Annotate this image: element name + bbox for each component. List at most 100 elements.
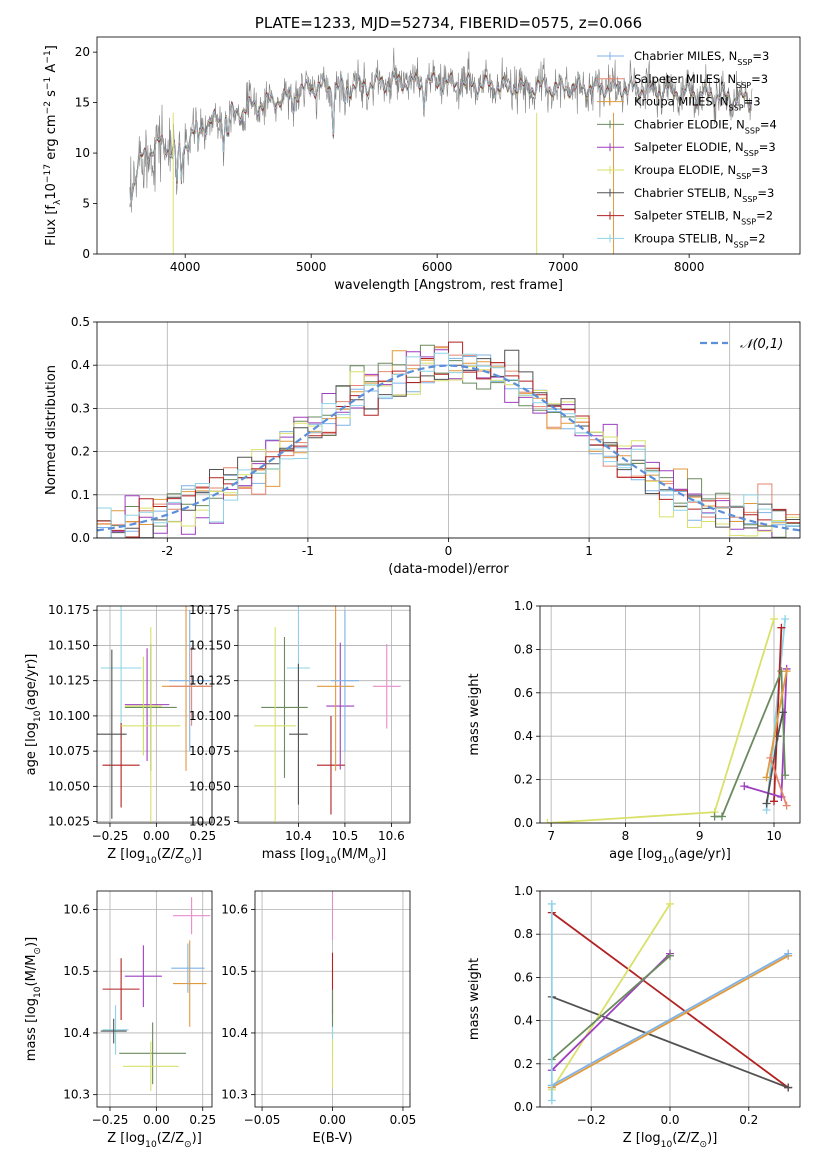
y-tick-label: 0.4 [71, 358, 90, 372]
histogram-5 [97, 362, 800, 538]
x-tick-label: 10.5 [332, 829, 359, 843]
y-tick-label: 0.2 [514, 773, 533, 787]
y-tick-label: 10.4 [63, 1026, 90, 1040]
series-marker [770, 797, 778, 806]
legend-label: Salpeter MILES, NSSP=3 [634, 72, 768, 90]
y-tick-label: 0.0 [514, 1100, 533, 1114]
series-line-5 [551, 955, 789, 1089]
legend: Chabrier MILES, NSSP=3 Salpeter MILES, NS… [597, 49, 777, 249]
errorbar-point-2 [100, 1018, 127, 1044]
series-marker [543, 819, 552, 823]
x-tick-label: 0.25 [189, 1113, 216, 1127]
x-tick-label: 9 [696, 829, 704, 843]
errorbar-point-1 [102, 722, 140, 808]
y-tick-label: 20 [75, 45, 90, 59]
series-marker [782, 667, 791, 676]
chart-mass-vs-z: −0.25 0.00 0.25 10.3 10.4 10.5 10.6 Z [log10(Z/… [24, 890, 216, 1150]
x-tick-label: 1 [585, 544, 593, 558]
y-tick-label: 10.150 [189, 638, 231, 652]
x-tick-label: -1 [302, 544, 314, 558]
y-tick-label: 10.6 [63, 903, 90, 917]
errorbar-point-9 [124, 656, 162, 756]
y-tick-label: 10.4 [221, 1026, 248, 1040]
x-tick-label: 4000 [170, 260, 201, 274]
errorbar-point-8 [169, 646, 212, 726]
y-tick-label: 10.125 [48, 674, 90, 688]
y-tick-label: 10.5 [221, 964, 248, 978]
errorbar-point-6 [173, 940, 207, 1027]
errorbar-point-3 [124, 648, 170, 761]
x-axis-label: wavelength [Angstrom, rest frame] [334, 278, 563, 293]
series-marker [781, 771, 790, 780]
x-tick-label: 0.0 [660, 1113, 679, 1127]
y-tick-label: 10.150 [48, 638, 90, 652]
x-tick-label: 0.2 [739, 1113, 758, 1127]
y-tick-label: 0.2 [71, 445, 90, 459]
x-tick-label: 10.6 [378, 829, 405, 843]
series-marker [781, 615, 790, 624]
x-tick-label: −0.2 [577, 1113, 606, 1127]
y-tick-label: 0 [82, 247, 90, 261]
y-tick-label: 10.100 [48, 709, 90, 723]
x-axis-label: E(B-V) [312, 1131, 352, 1146]
errorbar-point-5 [254, 627, 297, 823]
errorbar-point-4 [261, 637, 308, 778]
y-tick-label: 10.175 [189, 603, 231, 617]
y-tick-label: 10.050 [48, 779, 90, 793]
x-axis-label: age [log10(age/yr)] [609, 847, 731, 866]
errorbar-point-2 [289, 663, 308, 805]
legend-label: Kroupa STELIB, NSSP=2 [634, 231, 766, 249]
chart-mass-vs-ebv: −0.05 0.00 0.05 10.3 10.4 10.5 10.6 E(B-V) [221, 890, 416, 1146]
y-tick-label: 0.6 [514, 970, 533, 984]
y-tick-label: 0.5 [71, 315, 90, 329]
series-marker [547, 899, 556, 908]
y-tick-label: 10.3 [63, 1088, 90, 1102]
series-marker [718, 812, 726, 821]
series-marker [766, 753, 775, 762]
y-tick-label: 15 [75, 96, 90, 110]
series-marker [666, 951, 674, 960]
errorbar-point-2 [97, 649, 127, 819]
series-line-1 [765, 618, 786, 811]
legend-label: Kroupa ELODIE, NSSP=3 [634, 163, 768, 181]
errorbar-point-3 [326, 642, 355, 770]
series-line-4 [551, 955, 671, 1061]
axes-frame [539, 890, 801, 1108]
axes-frame [237, 605, 411, 824]
y-axis-label: mass weight [467, 673, 482, 755]
legend-label: Chabrier ELODIE, NSSP=4 [634, 117, 777, 135]
x-tick-label: −0.05 [244, 1113, 281, 1127]
y-tick-label: 10 [75, 146, 90, 160]
series-marker [666, 899, 674, 908]
y-axis-label: mass [log10(M/M⊙)] [24, 937, 43, 1061]
y-tick-label: 10.025 [48, 815, 90, 829]
errorbar-point-7 [171, 943, 205, 993]
legend-label: 𝒩(0,1) [740, 337, 783, 352]
y-tick-label: 0.0 [514, 816, 533, 830]
errorbar-point-0 [100, 606, 142, 739]
series-line-2 [551, 903, 671, 1091]
x-tick-label: 8 [622, 829, 630, 843]
legend: 𝒩(0,1) [700, 337, 783, 352]
legend-label: Salpeter ELODIE, NSSP=3 [634, 140, 776, 158]
axes-frame [254, 890, 411, 1108]
x-tick-label: 0.00 [319, 1113, 346, 1127]
x-tick-label: 0.25 [189, 829, 216, 843]
axes-frame [96, 36, 801, 255]
series-marker [784, 949, 793, 958]
y-tick-label: 10.3 [221, 1088, 248, 1102]
y-axis-label: Normed distribution [44, 365, 59, 495]
errorbar-point-1 [102, 1005, 129, 1055]
x-tick-label: 7 [547, 829, 555, 843]
x-tick-label: 0 [445, 544, 453, 558]
y-tick-label: 10.025 [189, 815, 231, 829]
series-marker [547, 1096, 556, 1105]
series-line-0 [551, 911, 789, 1089]
chart-mass-weight-vs-z: −0.2 0.0 0.2 0.0 0.2 0.4 0.6 0.8 1.0 Z [log10(Z/Z… [467, 884, 801, 1150]
y-axis-label: age [log10(age/yr)] [24, 654, 43, 776]
series-marker [762, 799, 771, 808]
y-tick-label: 0.3 [71, 401, 90, 415]
y-tick-label: 0.0 [71, 531, 90, 545]
plot-area [129, 47, 753, 254]
errorbar-point-7 [169, 610, 211, 752]
